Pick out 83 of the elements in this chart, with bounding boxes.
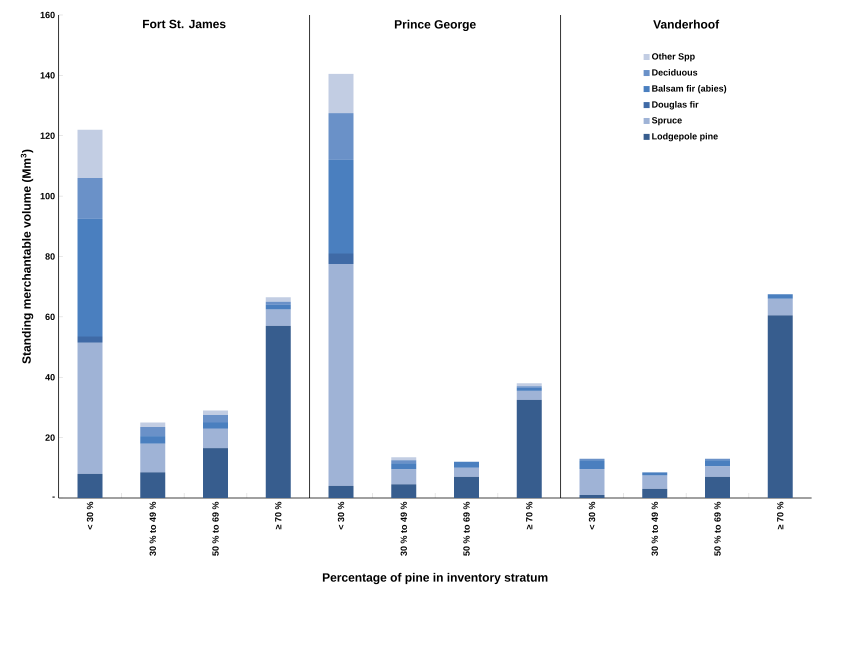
bar xyxy=(580,469,605,495)
y-tick-label: 40 xyxy=(45,374,55,380)
y-tick-label: - xyxy=(52,496,55,498)
bar xyxy=(516,383,542,386)
bar xyxy=(454,468,480,477)
bar xyxy=(203,428,228,448)
bar xyxy=(768,315,793,498)
bar xyxy=(580,460,605,470)
bar xyxy=(705,460,730,466)
bar xyxy=(203,414,228,423)
bar xyxy=(768,298,793,316)
bar xyxy=(454,462,480,468)
y-axis-title: Standing merchantable volume (Mm$^{3}$) xyxy=(20,150,34,364)
bar xyxy=(328,253,354,264)
chart-title: Vanderhoof xyxy=(653,20,720,29)
bar xyxy=(140,436,166,444)
x-tick-label: 30 % to 49 % xyxy=(652,502,658,556)
bar xyxy=(705,476,730,498)
y-tick-label: 120 xyxy=(40,132,55,139)
bar xyxy=(78,218,103,336)
bar xyxy=(705,466,730,477)
legend-label: Lodgepole pine xyxy=(652,132,718,142)
bar xyxy=(140,444,166,472)
x-tick-label: ≥ 70 % xyxy=(777,502,784,530)
legend-label: Douglas fir xyxy=(652,101,698,110)
y-tick-label: 60 xyxy=(45,314,55,320)
bar xyxy=(516,400,542,498)
y-tick-label: 100 xyxy=(40,192,55,200)
x-axis-title: Percentage of pine in inventory stratum xyxy=(322,572,548,584)
bar xyxy=(391,484,416,498)
x-tick-label: ≥ 70 % xyxy=(526,502,532,530)
bar xyxy=(266,302,291,305)
bar xyxy=(328,264,354,486)
y-tick-label: 80 xyxy=(45,253,55,260)
bar xyxy=(391,460,416,464)
legend-label: Other Spp xyxy=(652,53,695,62)
bar xyxy=(391,457,416,460)
bar xyxy=(203,422,228,429)
bar xyxy=(642,488,668,498)
bar xyxy=(140,427,166,436)
bar xyxy=(140,472,166,498)
bar xyxy=(78,178,103,219)
x-tick-label: 30 % to 49 % xyxy=(400,502,407,556)
bar xyxy=(203,448,228,498)
bar xyxy=(516,390,542,400)
bar xyxy=(391,463,416,470)
bar xyxy=(266,297,291,302)
x-tick-label: < 30 % xyxy=(86,502,94,530)
x-tick-label: 50 % to 69 % xyxy=(714,502,721,556)
legend-label: Balsam fir (abies) xyxy=(652,85,726,94)
legend-label: Spruce xyxy=(652,117,682,126)
bar xyxy=(266,326,291,498)
bar xyxy=(203,410,228,415)
bar xyxy=(266,304,291,310)
y-tick-label: 140 xyxy=(40,72,55,79)
chart-title: Prince George xyxy=(394,20,476,32)
x-tick-label: 50 % to 69 % xyxy=(212,502,219,556)
chart-title: Fort St. James xyxy=(143,20,226,28)
bar xyxy=(328,113,354,160)
bar xyxy=(328,160,354,254)
bar xyxy=(78,474,103,498)
bar xyxy=(78,130,103,178)
bar xyxy=(516,388,542,391)
bar xyxy=(768,294,793,299)
x-tick-label: < 30 % xyxy=(338,502,344,530)
legend-label: Deciduous xyxy=(652,69,698,76)
bar xyxy=(78,342,103,474)
bar xyxy=(454,476,480,498)
bar xyxy=(140,422,166,428)
y-tick-label: 160 xyxy=(40,12,55,18)
x-tick-label: 50 % to 69 % xyxy=(463,502,470,556)
bar xyxy=(580,494,605,498)
bar xyxy=(642,472,668,476)
x-tick-label: ≥ 70 % xyxy=(275,502,282,530)
bar xyxy=(391,469,416,484)
bar xyxy=(328,74,354,114)
bar xyxy=(328,486,354,498)
bar xyxy=(642,475,668,489)
x-tick-label: < 30 % xyxy=(588,502,596,530)
x-tick-label: 30 % to 49 % xyxy=(150,502,156,556)
bar xyxy=(78,336,103,343)
y-tick-label: 20 xyxy=(45,434,55,441)
bar xyxy=(266,309,291,326)
